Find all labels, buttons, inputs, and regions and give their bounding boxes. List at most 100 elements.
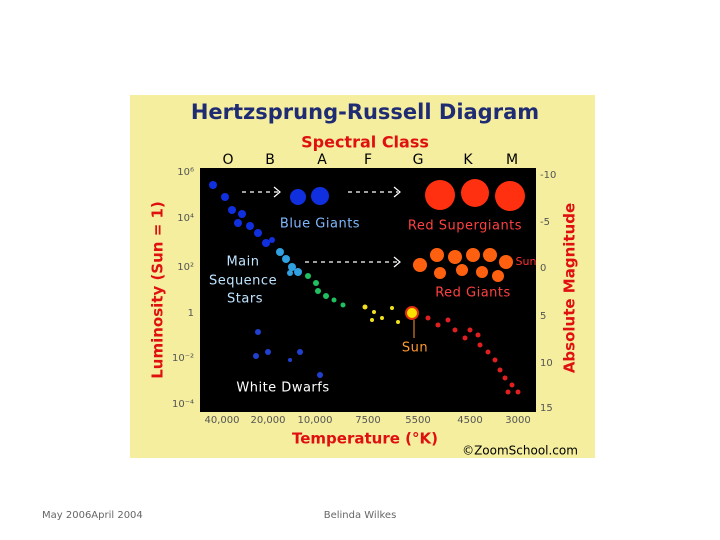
magnitude-label: Absolute Magnitude [561, 203, 579, 373]
luminosity-tick: 10⁻² [172, 353, 194, 364]
temperature-tick: 40,000 [205, 415, 240, 426]
luminosity-tick: 10⁶ [177, 167, 194, 178]
luminosity-tick: 10⁻⁴ [172, 399, 194, 410]
spectral-class: O [222, 152, 233, 168]
spectral-class: M [506, 152, 518, 168]
star [425, 315, 431, 321]
star [466, 248, 480, 262]
luminosity-tick: 10² [177, 262, 194, 273]
main-sequence-label: Sequence [209, 274, 277, 289]
star [515, 389, 521, 395]
magnitude-tick: 15 [540, 403, 553, 414]
luminosity-label: Luminosity (Sun = 1) [149, 201, 167, 379]
star [294, 268, 302, 276]
star [502, 375, 508, 381]
star [380, 316, 384, 320]
arrowhead [393, 256, 401, 268]
star [311, 187, 329, 205]
star [340, 302, 346, 308]
star [288, 263, 296, 271]
magnitude-tick: 10 [540, 358, 553, 369]
star [448, 250, 462, 264]
star [234, 219, 242, 227]
star [477, 342, 483, 348]
magnitude-tick: 5 [540, 311, 546, 322]
star [492, 357, 498, 363]
star [462, 335, 468, 341]
sun-label: Sun [402, 341, 428, 356]
star [390, 306, 394, 310]
star [276, 248, 284, 256]
white-dwarfs-label: White Dwarfs [236, 381, 329, 396]
star [372, 310, 376, 314]
spectral-class: B [265, 152, 275, 168]
title: Hertzsprung-Russell Diagram [191, 100, 539, 124]
star [315, 288, 321, 294]
star [505, 389, 511, 395]
magnitude-tick: -5 [540, 217, 550, 228]
star [317, 372, 323, 378]
temperature-tick: 7500 [355, 415, 380, 426]
star [238, 210, 246, 218]
magnitude-tick: 0 [540, 263, 546, 274]
star [253, 353, 259, 359]
star [396, 320, 400, 324]
star [313, 280, 319, 286]
red-giants-label: Red Giants [435, 286, 511, 301]
plot-area [200, 168, 536, 412]
arrowheads [273, 186, 401, 268]
temperature-tick: 20,000 [251, 415, 286, 426]
temperature-tick: 10,000 [298, 415, 333, 426]
star [290, 189, 306, 205]
star [255, 329, 261, 335]
star [269, 237, 275, 243]
star [288, 358, 292, 362]
temperature-tick: 4500 [457, 415, 482, 426]
luminosity-tick: 10⁴ [177, 213, 194, 224]
star [362, 304, 368, 310]
spectral-class: F [364, 152, 372, 168]
star [476, 266, 488, 278]
blue-giants-label: Blue Giants [280, 217, 360, 232]
temperature-tick: 3000 [505, 415, 530, 426]
star [499, 255, 513, 269]
sun-star [405, 306, 419, 320]
spectral-class-label: Spectral Class [301, 133, 429, 152]
star [456, 264, 468, 276]
arrowhead [273, 186, 281, 198]
star [265, 349, 271, 355]
temperature-tick: 5500 [405, 415, 430, 426]
star [461, 179, 489, 207]
sun-label-upper: Sun [516, 255, 537, 268]
star [492, 270, 504, 282]
star [425, 180, 455, 210]
spectral-class: K [463, 152, 473, 168]
star [413, 258, 427, 272]
luminosity-tick: 1 [188, 308, 194, 319]
red-supergiants-label: Red Supergiants [408, 219, 522, 234]
spectral-class: G [413, 152, 424, 168]
star [370, 318, 374, 322]
main-sequence-label: Main [226, 255, 259, 270]
main-sequence-label: Stars [227, 292, 263, 307]
star [209, 181, 217, 189]
credit: ©ZoomSchool.com [462, 444, 578, 458]
arrows [242, 191, 398, 263]
arrowhead [393, 186, 401, 198]
star [323, 293, 329, 299]
star [445, 317, 451, 323]
star [475, 332, 481, 338]
star [246, 222, 254, 230]
temperature-label: Temperature (°K) [292, 430, 438, 448]
star [254, 229, 262, 237]
star [467, 327, 473, 333]
star [485, 349, 491, 355]
star [305, 273, 311, 279]
star [509, 382, 515, 388]
star [495, 181, 525, 211]
star [452, 327, 458, 333]
star [287, 270, 293, 276]
star [297, 349, 303, 355]
